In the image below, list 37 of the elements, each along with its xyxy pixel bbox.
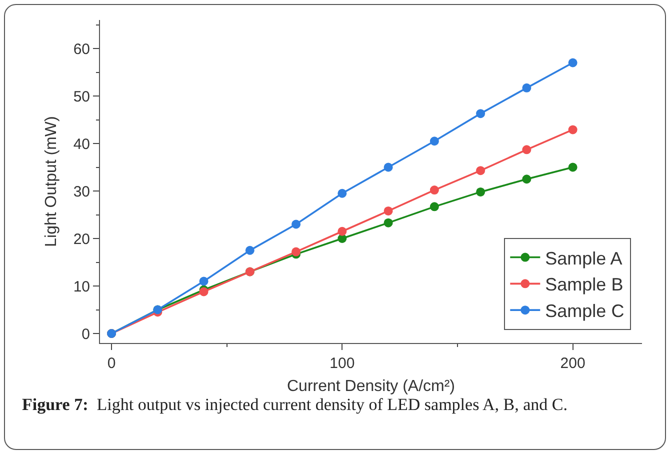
- point: [430, 136, 439, 146]
- point: [338, 188, 347, 198]
- point: [476, 109, 486, 118]
- point: [292, 220, 301, 229]
- legend-label: Sample C: [545, 301, 624, 322]
- x-tick-label: 0: [107, 355, 116, 372]
- point: [522, 145, 532, 154]
- y-tick-label: 30: [73, 183, 90, 200]
- legend-label: Sample B: [545, 274, 624, 295]
- point: [338, 226, 347, 236]
- point: [568, 162, 578, 172]
- point: [292, 247, 301, 256]
- point: [384, 218, 393, 228]
- point: [430, 202, 439, 212]
- y-tick-label: 50: [73, 88, 90, 106]
- point: [522, 83, 532, 92]
- point: [384, 162, 393, 172]
- x-axis-title: Current Density (A/cm²): [286, 378, 456, 395]
- point: [476, 187, 486, 196]
- y-tick-label: 60: [73, 40, 90, 58]
- y-axis-title: Light Output (mW): [43, 116, 60, 247]
- y-tick-label: 40: [73, 136, 90, 153]
- x-tick-label: 200: [560, 355, 586, 372]
- point: [384, 206, 393, 216]
- caption: Figure 7: Light output vs injected current density of LED samples A, B, and C.: [22, 395, 568, 414]
- point: [522, 174, 532, 184]
- legend-label: Sample A: [545, 248, 622, 268]
- x-tick-label: 100: [330, 355, 355, 372]
- point: [430, 186, 439, 195]
- point: [245, 246, 254, 255]
- point: [568, 58, 578, 68]
- y-tick-label: 20: [73, 230, 90, 248]
- point: [476, 166, 486, 176]
- y-tick-label: 10: [73, 278, 90, 296]
- y-tick-label: 0: [82, 326, 90, 343]
- point: [568, 125, 578, 134]
- point: [199, 276, 208, 286]
